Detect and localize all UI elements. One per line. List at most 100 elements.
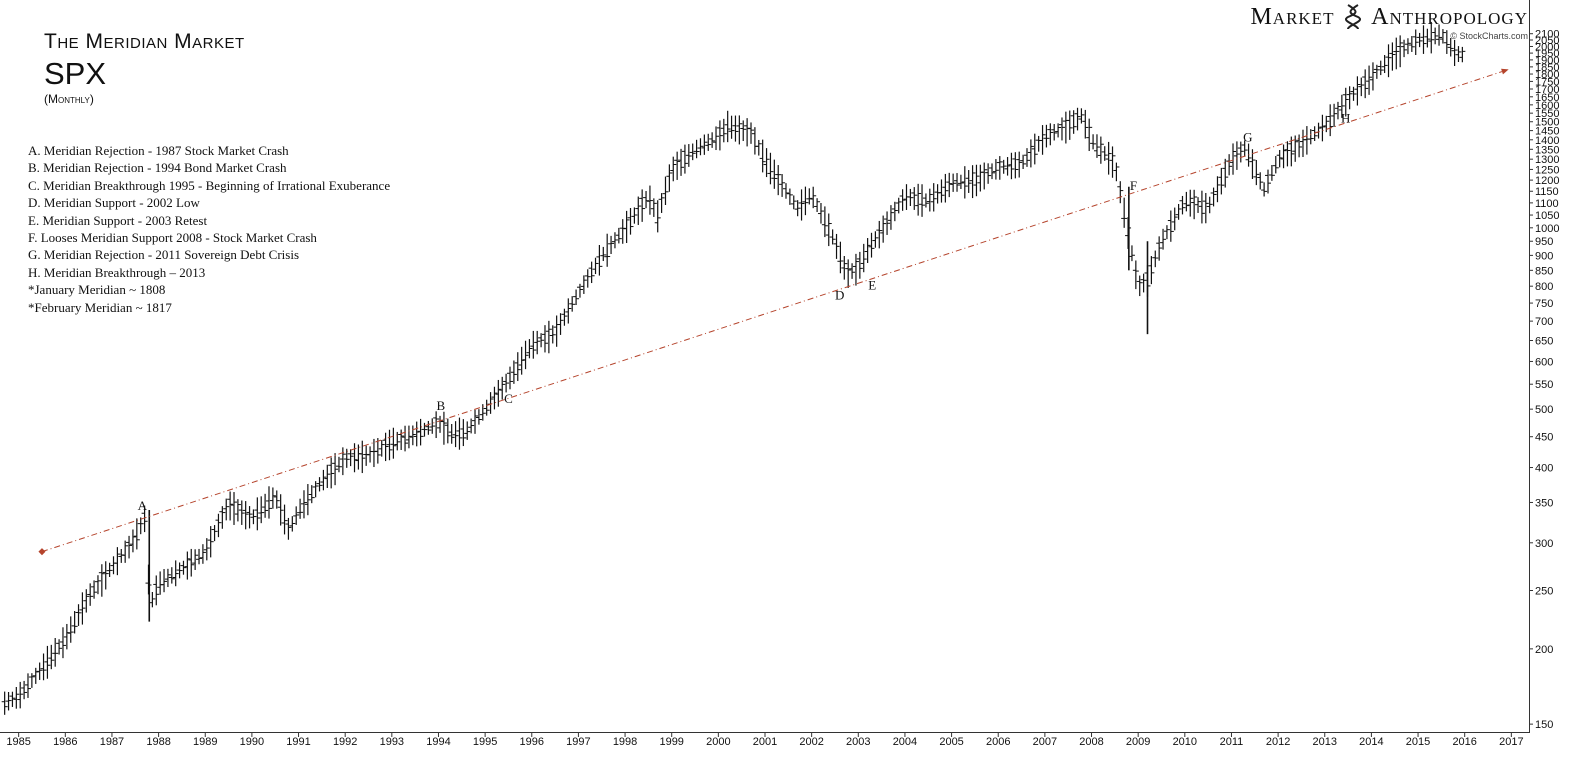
price-bar [825,213,832,247]
price-bar [1043,124,1050,148]
price-bar [1296,134,1303,158]
price-bar [1284,141,1291,167]
price-bar [507,366,513,390]
price-bar [468,418,475,434]
chart-title-block: The Meridian Market SPX (Monthly) [44,30,245,106]
price-bar [1416,32,1423,48]
price-bar [522,340,529,370]
price-bar [503,373,510,393]
price-bar [646,185,653,215]
price-bar [472,409,479,434]
legend-item-february: *February Meridian ~ 1817 [28,299,172,315]
price-bar [510,360,517,384]
price-bar [759,139,766,173]
price-bar [1132,260,1139,290]
x-tick-label: 1993 [380,736,404,748]
price-bar [868,232,875,258]
price-bar [5,691,12,711]
price-bar [1160,228,1167,250]
x-tick-label: 2013 [1313,736,1337,748]
price-bar [118,549,125,563]
price-bar [1362,69,1369,99]
price-bar [234,499,241,522]
annotation-h: H [1341,111,1350,126]
price-bar [1303,126,1310,155]
price-bar [40,653,47,681]
price-bar [1253,159,1260,186]
price-bar [17,681,24,709]
price-bar [1031,133,1038,165]
price-bar [1218,167,1225,195]
price-bar [1327,104,1334,137]
price-bar [662,176,669,205]
price-bar [1086,118,1093,152]
price-bar [1358,77,1365,97]
price-bar [491,386,498,410]
price-bar [802,186,809,216]
price-bar [207,526,214,558]
y-tick-label: 600 [1535,356,1553,368]
price-bar [1109,146,1116,178]
price-bar [658,193,665,213]
price-bar [1451,39,1458,67]
price-bar [720,118,727,143]
price-bar [21,680,28,700]
x-tick-label: 2017 [1499,736,1523,748]
price-bar [339,447,346,476]
price-bar [409,425,416,446]
x-tick-label: 2016 [1452,736,1476,748]
price-bar [1152,250,1159,268]
x-tick-label: 1988 [146,736,170,748]
price-bar [681,144,688,174]
price-bar [965,170,972,193]
y-tick-label: 1700 [1535,84,1559,96]
price-bar [308,485,315,504]
price-bar [231,492,238,525]
price-bar [884,211,891,235]
price-bar [530,330,537,359]
price-bar [549,325,556,344]
price-bar [518,346,525,375]
price-bar [1113,162,1120,182]
price-bar [126,535,133,559]
price-bar [817,202,824,224]
price-bar [701,134,708,155]
price-bar [1288,136,1295,167]
price-bar [1397,35,1404,68]
y-tick-label: 550 [1535,379,1553,391]
price-bar [304,484,311,516]
price-bar [1389,42,1396,71]
price-bar [1276,150,1283,168]
price-bar [91,580,98,599]
price-bar [767,152,774,185]
price-bar [985,163,992,184]
price-bar [479,404,486,421]
price-bar [75,604,82,626]
price-bar [285,517,292,540]
x-axis: 1985 1986 1987 1988 1989 1990 1991 1992 1993 1994… [6,733,1524,748]
price-bar [596,245,603,276]
price-bar [1167,210,1174,242]
price-bar [180,560,187,575]
brand-name-left: Market [1250,4,1335,30]
price-bar [281,504,288,535]
price-bar [429,418,436,434]
price-bar [821,206,828,238]
legend-item-e: E. Meridian Support - 2003 Retest [28,212,208,228]
price-bar [110,556,117,575]
price-bar [1439,29,1446,44]
x-tick-label: 2008 [1079,736,1103,748]
x-tick-label: 1990 [240,736,264,748]
price-bar [297,498,304,519]
price-bar [1261,182,1268,197]
price-bar [1432,27,1439,45]
price-bar [969,165,976,199]
annotation-c: C [504,391,513,406]
price-bar [907,188,914,207]
y-tick-label: 900 [1535,250,1553,262]
price-bar [911,187,918,210]
price-bar [219,506,226,529]
price-bar [841,256,848,280]
price-bar [1195,197,1202,213]
price-bar [957,174,964,189]
